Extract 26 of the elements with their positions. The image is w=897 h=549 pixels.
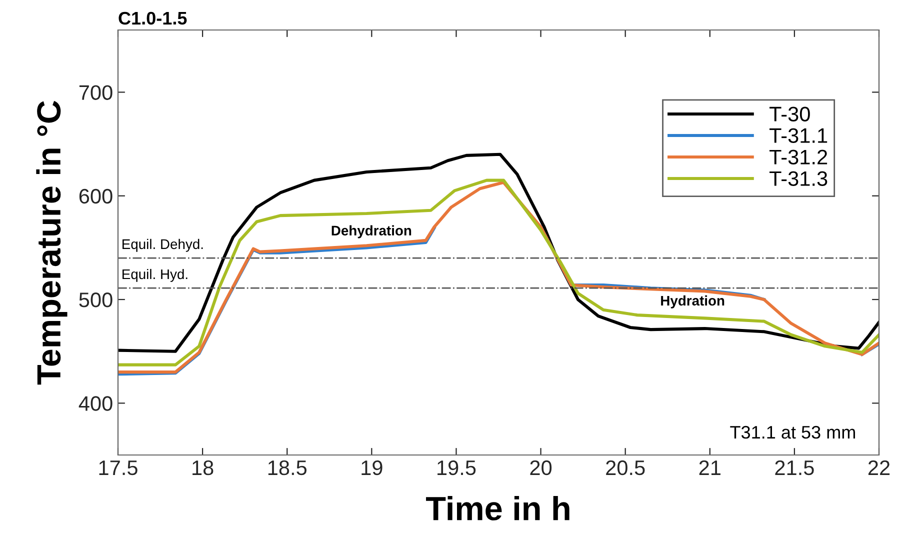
x-tick-label: 17.5	[99, 460, 138, 476]
x-tick-label: 19	[362, 460, 382, 476]
x-tick-label: 20	[530, 460, 552, 476]
ref-line-label: Equil. Dehyd.	[122, 238, 203, 252]
ref-line-label: Equil. Hyd.	[122, 268, 188, 282]
y-tick-label: 700	[79, 85, 112, 100]
chart-title: C1.0-1.5	[118, 12, 187, 25]
y-axis-title: Temperature in °C	[36, 100, 68, 385]
y-tick-label: 600	[79, 188, 112, 204]
annotation: Hydration	[661, 295, 724, 308]
legend-label: T-30	[770, 106, 810, 122]
legend-label: T-31.2	[770, 150, 828, 164]
x-tick-label: 19.5	[438, 460, 476, 476]
x-tick-label: 22	[868, 460, 890, 475]
annotation: T31.1 at 53 mm	[730, 426, 855, 439]
legend-label: T-31.1	[770, 128, 828, 143]
x-tick-label: 21	[699, 460, 720, 475]
legend-label: T-31.3	[770, 171, 828, 186]
y-tick-label: 500	[79, 292, 112, 308]
annotation: Dehydration	[332, 225, 412, 238]
x-tick-label: 20.5	[606, 460, 645, 476]
x-tick-label: 21.5	[775, 460, 814, 476]
x-tick-label: 18.5	[268, 460, 307, 476]
x-axis-title: Time in h	[426, 496, 570, 520]
x-tick-label: 18	[192, 460, 214, 476]
y-tick-label: 400	[78, 396, 112, 411]
